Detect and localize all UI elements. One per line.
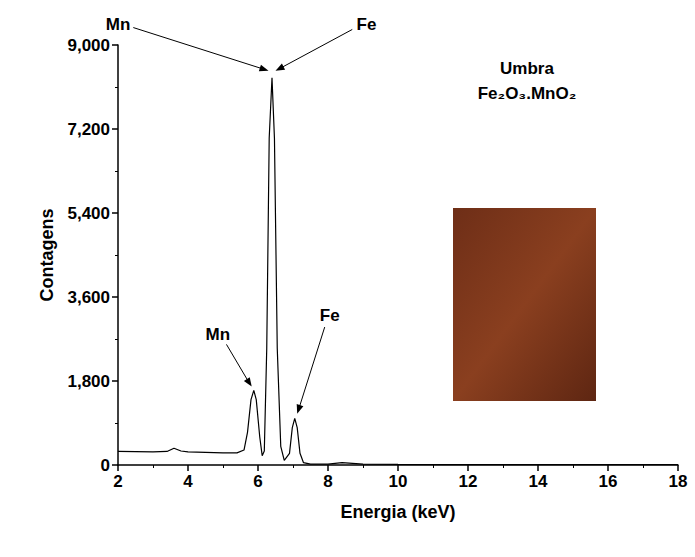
svg-text:16: 16 [599,472,618,491]
svg-text:9,000: 9,000 [67,36,110,55]
svg-text:12: 12 [459,472,478,491]
svg-text:8: 8 [323,472,332,491]
svg-text:Mn: Mn [205,325,230,344]
svg-text:10: 10 [389,472,408,491]
svg-text:6: 6 [253,472,262,491]
svg-text:1,800: 1,800 [67,372,110,391]
svg-text:0: 0 [101,456,110,475]
svg-text:Energia (keV): Energia (keV) [340,502,455,522]
svg-text:5,400: 5,400 [67,204,110,223]
svg-text:Fe: Fe [320,306,340,325]
svg-text:Umbra: Umbra [500,59,554,78]
svg-text:2: 2 [113,472,122,491]
svg-text:Fe₂O₃.MnO₂: Fe₂O₃.MnO₂ [478,84,577,103]
svg-text:Fe: Fe [357,15,377,34]
svg-text:4: 4 [183,472,193,491]
svg-text:3,600: 3,600 [67,288,110,307]
svg-text:18: 18 [669,472,688,491]
svg-text:Contagens: Contagens [37,208,57,301]
svg-text:14: 14 [529,472,548,491]
svg-text:7,200: 7,200 [67,120,110,139]
svg-text:Mn: Mn [106,15,131,34]
